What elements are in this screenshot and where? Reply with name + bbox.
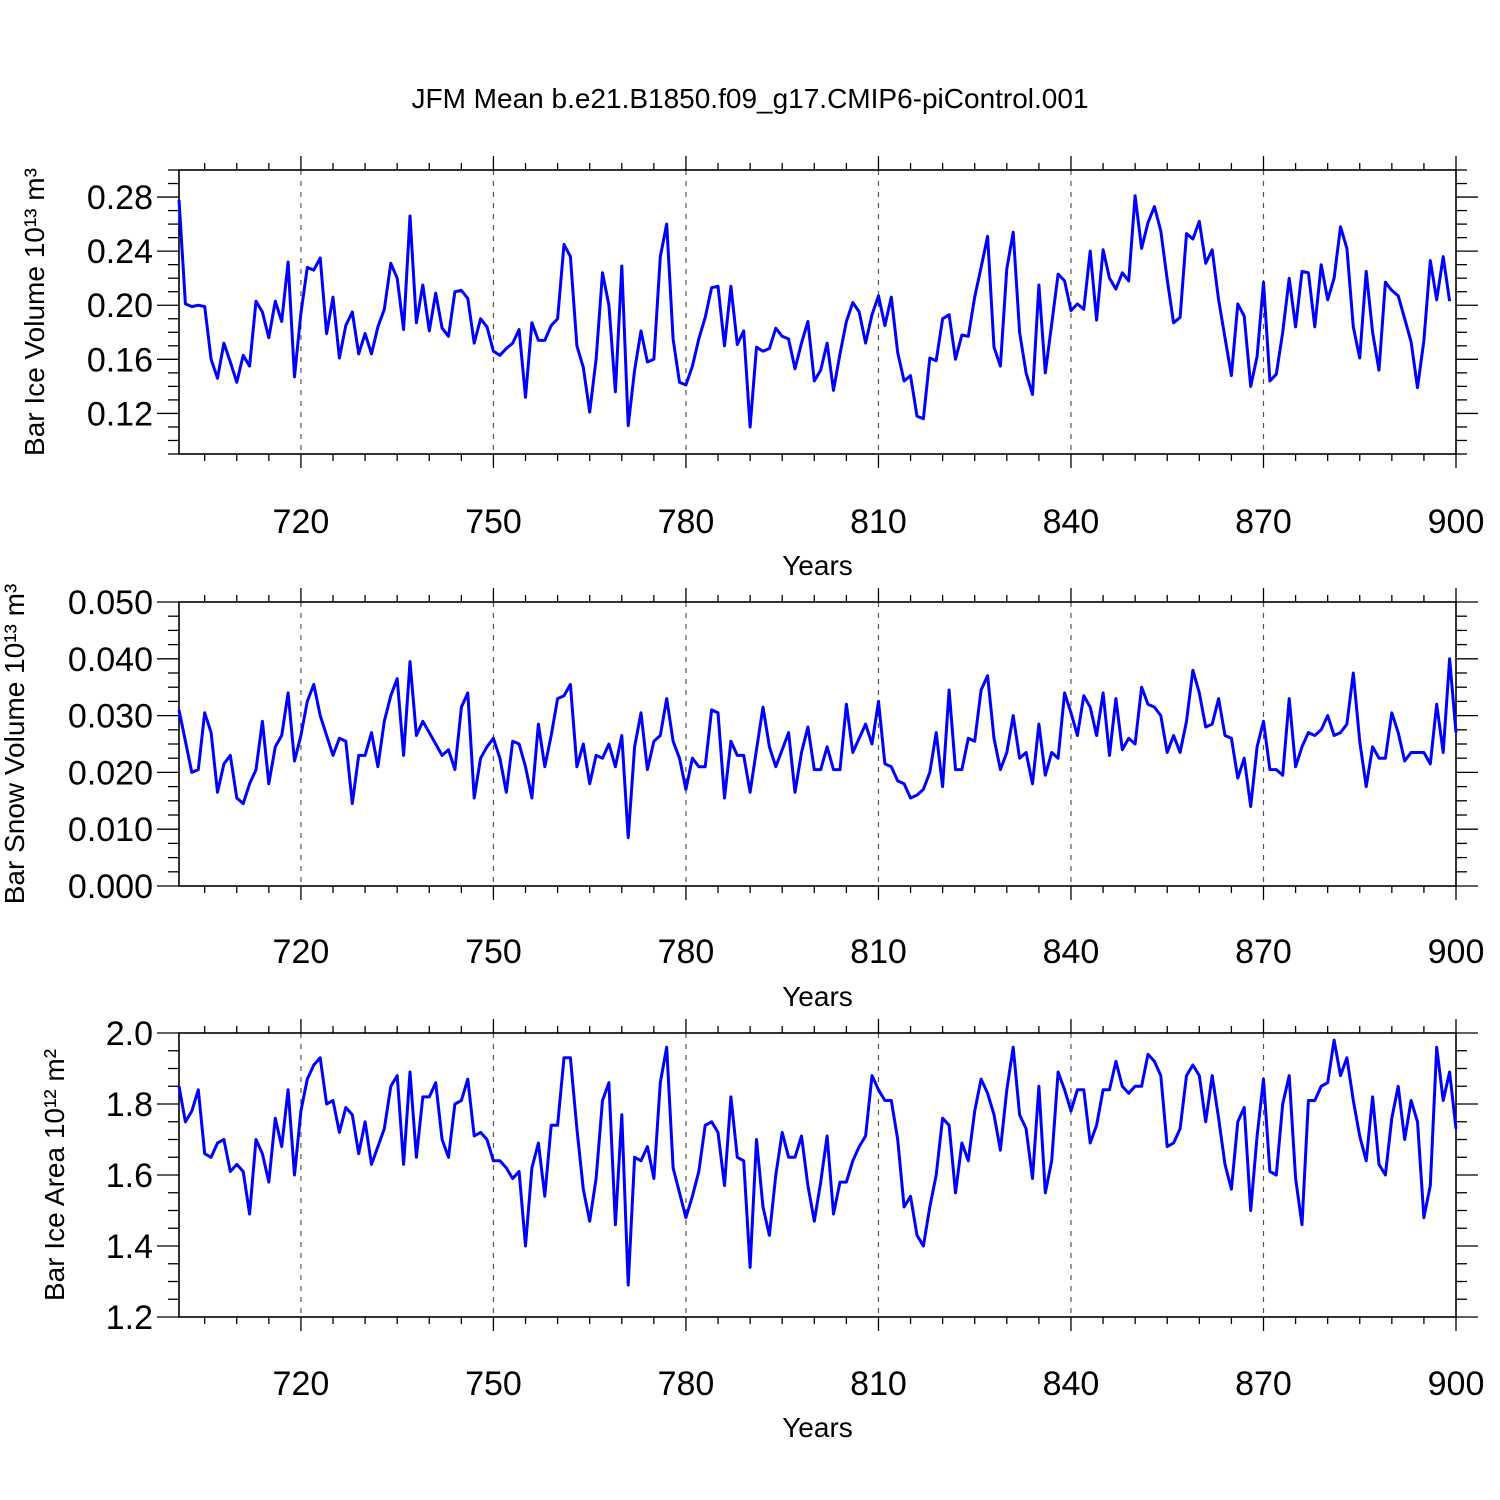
figure-title: JFM Mean b.e21.B1850.f09_g17.CMIP6-piCon… [411, 83, 1088, 114]
series-line [177, 1038, 1458, 1287]
x-tick-label: 720 [273, 1365, 330, 1403]
x-tick-label: 870 [1235, 933, 1292, 971]
x-tick-label: 810 [850, 933, 907, 971]
x-tick-label: 750 [465, 1365, 522, 1403]
x-axis-title: Years [782, 981, 853, 1012]
y-tick-label: 0.010 [68, 811, 153, 849]
x-tick-label: 870 [1235, 503, 1292, 541]
x-tick-label: 900 [1428, 1365, 1485, 1403]
x-tick-label: 900 [1428, 503, 1485, 541]
y-axis-title: Bar Snow Volume 10¹³ m³ [0, 584, 30, 905]
y-tick-label: 2.0 [106, 1015, 153, 1053]
y-tick-label: 0.16 [87, 341, 153, 379]
series-line [177, 194, 1452, 429]
panel-2: 720 750 780 810 840 870 900 0.000 0.010 0.020 0.03… [0, 584, 1484, 1012]
y-tick-label: 1.8 [106, 1086, 153, 1124]
x-axis-title: Years [782, 1412, 853, 1443]
y-tick-label: 0.030 [68, 698, 153, 736]
y-tick-label: 0.040 [68, 641, 153, 679]
panel-3: 720 750 780 810 840 870 900 1.2 1.4 1.6 1.8 2.0 Year… [39, 1015, 1484, 1443]
x-tick-label: 900 [1428, 933, 1485, 971]
y-tick-label: 1.2 [106, 1299, 153, 1337]
x-axis-title: Years [782, 550, 853, 581]
x-tick-label: 840 [1043, 1365, 1100, 1403]
x-tick-label: 720 [273, 933, 330, 971]
x-tick-label: 780 [658, 933, 715, 971]
y-tick-label: 0.020 [68, 754, 153, 792]
series-line [177, 657, 1458, 840]
plot-frame [178, 169, 1457, 455]
plot-frame [178, 601, 1457, 887]
y-tick-label: 0.20 [87, 287, 153, 325]
x-tick-label: 750 [465, 933, 522, 971]
x-tick-label: 870 [1235, 1365, 1292, 1403]
y-tick-label: 1.4 [106, 1228, 153, 1266]
y-tick-label: 0.12 [87, 395, 153, 433]
plot-frame [178, 1032, 1457, 1318]
x-tick-label: 840 [1043, 933, 1100, 971]
y-tick-label: 0.050 [68, 584, 153, 622]
y-tick-label: 1.6 [106, 1157, 153, 1195]
panels: 720 750 780 810 840 870 900 0.12 0.16 0.20 0.24 0.2… [0, 156, 1484, 1443]
y-tick-label: 0.000 [68, 868, 153, 906]
x-tick-label: 810 [850, 1365, 907, 1403]
x-tick-label: 780 [658, 503, 715, 541]
x-tick-label: 780 [658, 1365, 715, 1403]
y-axis-title: Bar Ice Area 10¹² m² [39, 1049, 70, 1301]
x-tick-label: 750 [465, 503, 522, 541]
y-tick-label: 0.28 [87, 179, 153, 217]
x-tick-label: 810 [850, 503, 907, 541]
x-tick-label: 720 [273, 503, 330, 541]
panel-1: 720 750 780 810 840 870 900 0.12 0.16 0.20 0.24 0.2… [19, 156, 1484, 581]
y-tick-label: 0.24 [87, 233, 153, 271]
x-tick-label: 840 [1043, 503, 1100, 541]
y-axis-title: Bar Ice Volume 10¹³ m³ [19, 168, 50, 456]
